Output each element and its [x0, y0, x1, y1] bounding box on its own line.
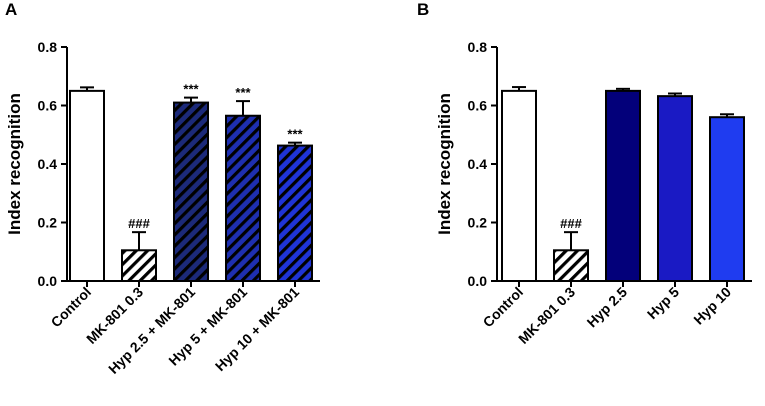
- category-label: Hyp 2.5 + MK-801: [105, 284, 198, 377]
- bar: [69, 89, 105, 282]
- y-tick-label: 0.2: [38, 215, 58, 231]
- y-axis-title: Index recognition: [5, 93, 24, 235]
- category-label: MK-801 0.3: [515, 284, 578, 347]
- panel-a-chart: A Index recognition 0.0 0.2 0.4 0.6 0.8 Control…: [5, 0, 320, 377]
- category-label: Hyp 10: [690, 284, 734, 328]
- significance-label: ***: [183, 82, 199, 97]
- panel-label: A: [5, 0, 17, 19]
- significance-label: ***: [287, 127, 303, 142]
- y-tick-label: 0.6: [468, 98, 488, 114]
- y-tick-label: 0.2: [468, 215, 488, 231]
- category-label: Control: [48, 284, 95, 331]
- significance-label: ###: [560, 216, 582, 231]
- category-label: Hyp 2.5: [584, 284, 631, 331]
- y-tick-label: 0.0: [468, 273, 488, 289]
- y-tick-label: 0.0: [38, 273, 58, 289]
- bar: [709, 116, 745, 282]
- y-tick-label: 0.4: [468, 156, 488, 172]
- y-tick-label: 0.4: [38, 156, 58, 172]
- bar: [553, 249, 589, 283]
- bar: [173, 101, 209, 282]
- category-label: Hyp 5: [644, 284, 682, 322]
- y-tick-label: 0.6: [38, 98, 58, 114]
- bar: [277, 144, 313, 282]
- panel-label: B: [417, 0, 429, 19]
- y-tick-label: 0.8: [38, 39, 58, 55]
- y-tick-label: 0.8: [468, 39, 488, 55]
- bar: [225, 114, 261, 282]
- category-label: Control: [480, 284, 527, 331]
- bar: [121, 249, 157, 283]
- significance-label: ***: [235, 85, 251, 100]
- panel-b-chart: B Index recognition 0.0 0.2 0.4 0.6 0.8 Control…: [417, 0, 752, 347]
- significance-label: ###: [128, 216, 150, 231]
- y-axis-title: Index recognition: [435, 93, 454, 235]
- bar: [657, 95, 693, 282]
- bar: [605, 89, 641, 282]
- bar: [501, 89, 537, 282]
